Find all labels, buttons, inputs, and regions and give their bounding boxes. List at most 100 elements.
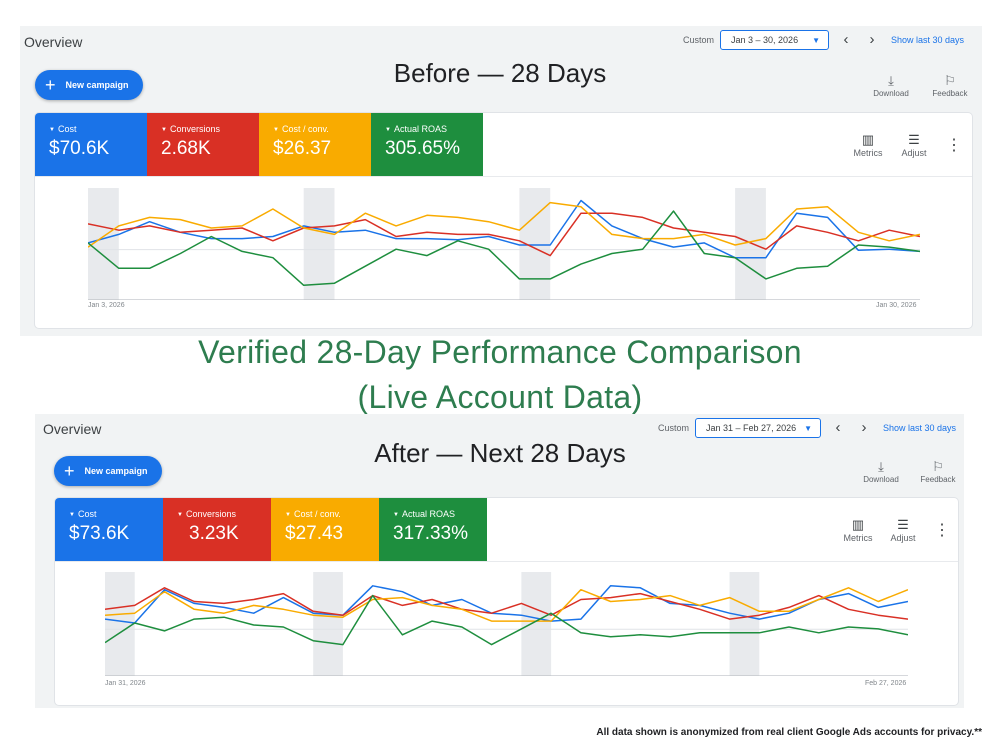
new-campaign-button[interactable]: + New campaign — [35, 70, 143, 100]
more-vert-icon[interactable]: ⋮ — [946, 137, 962, 154]
feedback-button[interactable]: ⚐ Feedback — [916, 459, 960, 484]
metric-tiles: ▼ Cost $70.6K ▼ Conversions 2.68K ▼ Cost / … — [35, 113, 483, 176]
feedback-icon: ⚐ — [932, 459, 944, 474]
date-range-value: Jan 31 – Feb 27, 2026 — [706, 423, 797, 433]
adjust-label: Adjust — [890, 533, 916, 543]
footer-disclaimer: All data shown is anonymized from real c… — [596, 727, 982, 738]
chevron-left-icon[interactable]: ‹ — [843, 31, 849, 48]
feedback-label: Feedback — [920, 475, 956, 484]
chevron-right-icon[interactable]: › — [861, 419, 867, 436]
comparison-headline: Verified 28-Day Performance Comparison (… — [0, 330, 1000, 420]
tune-icon: ☰ — [897, 517, 909, 532]
metric-tile-cost-per-conv[interactable]: ▼ Cost / conv. $26.37 — [259, 113, 371, 176]
caret-down-icon: ▼ — [69, 512, 75, 518]
metric-name: Cost / conv. — [293, 509, 341, 519]
feedback-label: Feedback — [932, 89, 968, 98]
date-range-label: Custom — [658, 423, 690, 433]
feedback-button[interactable]: ⚐ Feedback — [928, 73, 972, 98]
download-label: Download — [873, 89, 909, 98]
overview-title: Overview — [24, 34, 83, 50]
metric-tile-conversions[interactable]: ▼ Conversions 2.68K — [147, 113, 259, 176]
chart-plus-icon: ▥ — [851, 517, 865, 532]
caret-down-icon: ▼ — [273, 127, 279, 133]
weekend-shade — [105, 572, 135, 676]
metric-name: Actual ROAS — [393, 124, 447, 134]
chart-end-date: Jan 30, 2026 — [876, 302, 917, 309]
series-line-conversions — [88, 212, 920, 257]
series-line-cost — [105, 585, 908, 624]
date-range-controls: Custom Jan 31 – Feb 27, 2026 ▼ ‹ › Show … — [658, 418, 956, 438]
plus-icon: + — [64, 461, 75, 481]
metric-tile-conversions[interactable]: ▼ Conversions 3.23K — [163, 498, 271, 561]
download-button[interactable]: ⤓ Download — [869, 73, 913, 98]
download-icon: ⤓ — [878, 459, 884, 474]
metric-tile-cost[interactable]: ▼ Cost $70.6K — [35, 113, 147, 176]
chart-start-date: Jan 31, 2026 — [105, 680, 146, 687]
caret-down-icon: ▼ — [385, 127, 391, 133]
caret-down-icon: ▼ — [177, 512, 183, 518]
series-line-cost — [88, 199, 920, 259]
metric-value: 305.65% — [385, 138, 461, 159]
metric-name: Cost / conv. — [281, 124, 329, 134]
performance-card: ▼ Cost $73.6K ▼ Conversions 3.23K ▼ Cost / … — [55, 498, 958, 705]
series-line-roas — [105, 594, 908, 646]
new-campaign-label: New campaign — [84, 466, 148, 476]
chart-plus-icon: ▥ — [861, 132, 875, 147]
tune-icon: ☰ — [908, 132, 920, 147]
download-button[interactable]: ⤓ Download — [859, 459, 903, 484]
weekend-shade — [729, 572, 760, 676]
series-line-cost-per-conv — [105, 587, 908, 622]
metric-tile-roas[interactable]: ▼ Actual ROAS 317.33% — [379, 498, 487, 561]
weekend-shade — [519, 188, 551, 300]
adjust-button[interactable]: ☰ Adjust — [896, 131, 932, 158]
adjust-label: Adjust — [901, 148, 927, 158]
new-campaign-button[interactable]: + New campaign — [54, 456, 162, 486]
weekend-shade — [303, 188, 335, 300]
metrics-label: Metrics — [853, 148, 883, 158]
metric-name: Conversions — [169, 124, 220, 134]
series-line-roas — [88, 210, 920, 287]
chevron-right-icon[interactable]: › — [869, 31, 875, 48]
weekend-shade — [521, 572, 552, 676]
divider — [35, 176, 972, 177]
metrics-button[interactable]: ▥ Metrics — [850, 131, 886, 158]
metric-value: 317.33% — [393, 523, 469, 544]
caret-down-icon: ▼ — [161, 127, 167, 133]
performance-line-chart — [88, 188, 920, 300]
headline-line-2: (Live Account Data) — [357, 379, 643, 415]
download-label: Download — [863, 475, 899, 484]
download-icon: ⤓ — [888, 73, 894, 88]
metric-value: 3.23K — [189, 523, 239, 544]
feedback-icon: ⚐ — [944, 73, 956, 88]
adjust-button[interactable]: ☰ Adjust — [885, 516, 921, 543]
metric-tile-cost-per-conv[interactable]: ▼ Cost / conv. $27.43 — [271, 498, 379, 561]
metric-value: $73.6K — [69, 523, 130, 544]
date-range-label: Custom — [683, 35, 715, 45]
show-last-30-days-link[interactable]: Show last 30 days — [883, 423, 957, 433]
metric-tiles: ▼ Cost $73.6K ▼ Conversions 3.23K ▼ Cost / … — [55, 498, 487, 561]
new-campaign-label: New campaign — [65, 80, 129, 90]
metric-name: Cost — [57, 124, 77, 134]
caret-down-icon: ▼ — [49, 127, 55, 133]
caret-down-icon: ▼ — [812, 35, 821, 45]
metric-name: Cost — [77, 509, 97, 519]
chart-end-date: Feb 27, 2026 — [865, 680, 907, 687]
date-range-controls: Custom Jan 3 – 30, 2026 ▼ ‹ › Show last … — [683, 30, 964, 50]
metric-value: $70.6K — [49, 138, 110, 159]
metric-name: Actual ROAS — [401, 509, 455, 519]
overview-title: Overview — [43, 421, 102, 437]
date-range-dropdown[interactable]: Jan 31 – Feb 27, 2026 ▼ — [695, 418, 822, 438]
show-last-30-days-link[interactable]: Show last 30 days — [891, 35, 965, 45]
panel-heading: After — Next 28 Days — [374, 438, 626, 468]
metric-tile-cost[interactable]: ▼ Cost $73.6K — [55, 498, 163, 561]
caret-down-icon: ▼ — [285, 512, 291, 518]
metric-value: $26.37 — [273, 138, 332, 159]
more-vert-icon[interactable]: ⋮ — [934, 522, 950, 539]
metric-value: $27.43 — [285, 523, 344, 544]
chevron-left-icon[interactable]: ‹ — [835, 419, 841, 436]
metrics-button[interactable]: ▥ Metrics — [840, 516, 876, 543]
metric-tile-roas[interactable]: ▼ Actual ROAS 305.65% — [371, 113, 483, 176]
panel-heading: Before — 28 Days — [393, 58, 607, 88]
headline-line-1: Verified 28-Day Performance Comparison — [198, 334, 802, 370]
date-range-dropdown[interactable]: Jan 3 – 30, 2026 ▼ — [720, 30, 830, 50]
